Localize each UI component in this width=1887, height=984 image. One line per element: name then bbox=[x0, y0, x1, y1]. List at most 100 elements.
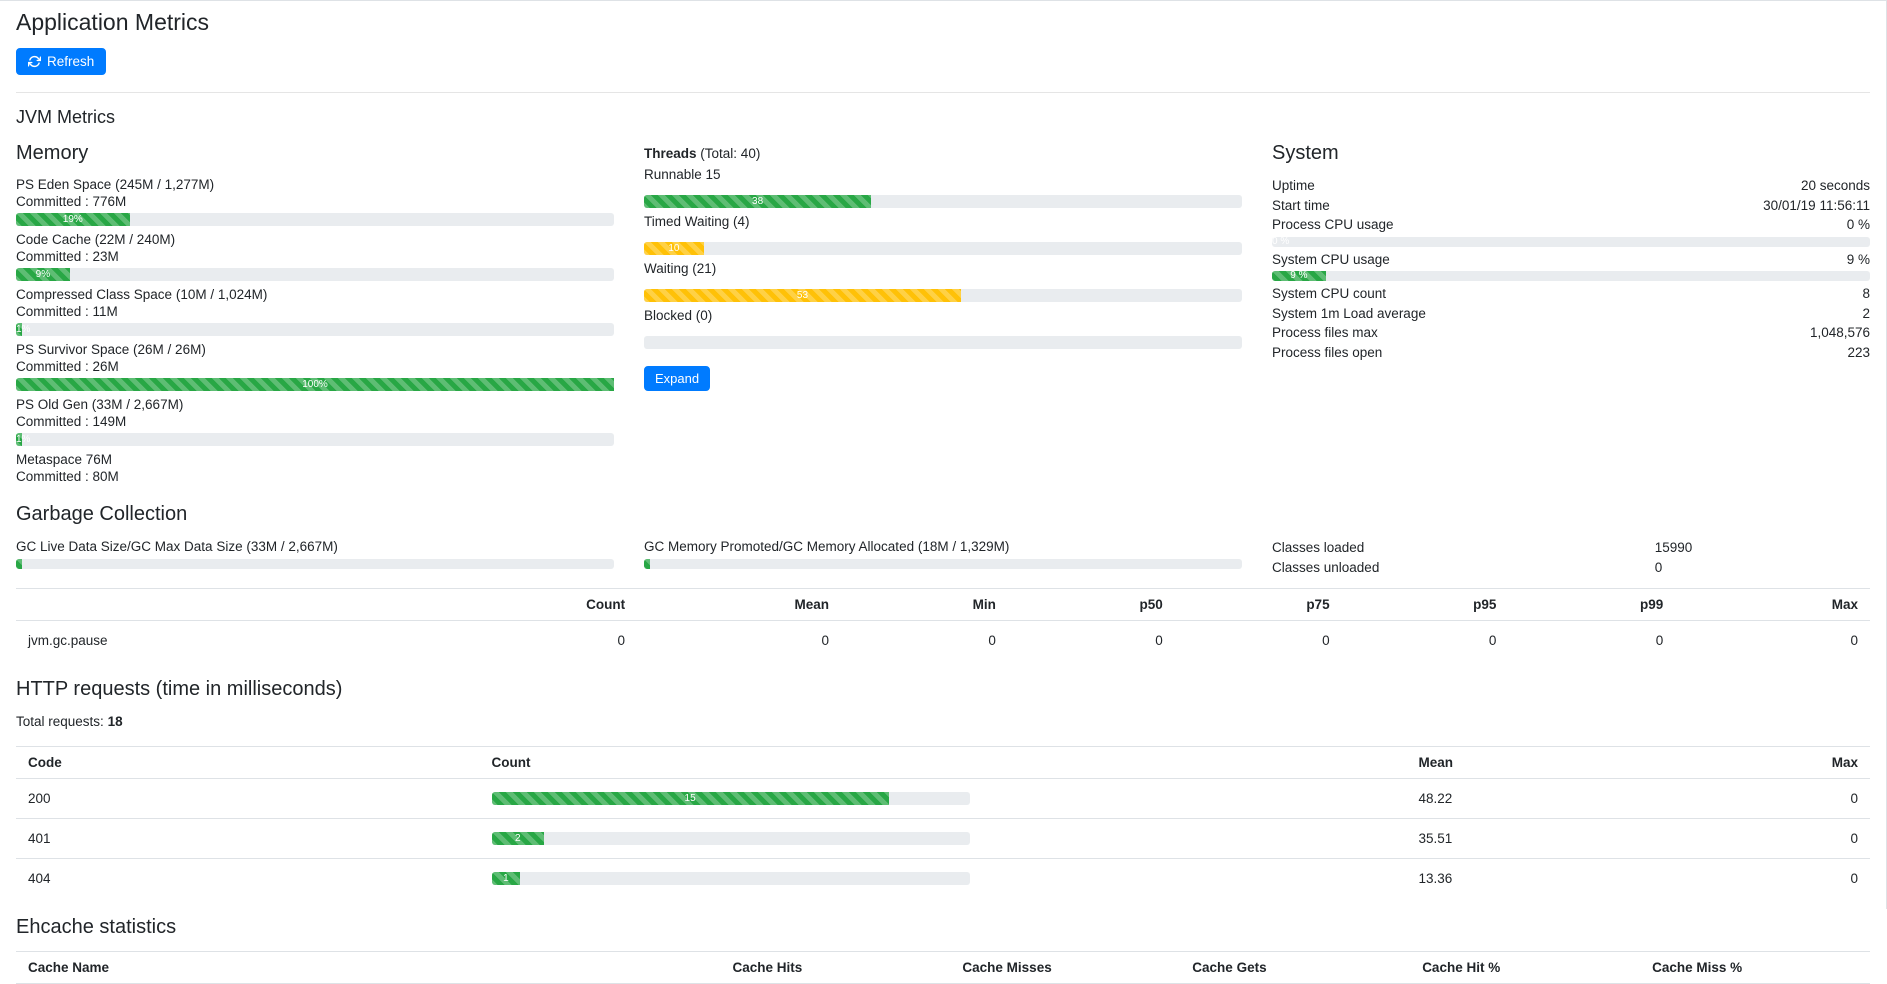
thread-progress-bar bbox=[644, 336, 1242, 349]
threads-heading: Threads (Total: 40) bbox=[644, 145, 1242, 162]
http-max: 0 bbox=[1684, 858, 1870, 898]
gc-metric-name: jvm.gc.pause bbox=[16, 620, 443, 660]
system-row-value: 30/01/19 11:56:11 bbox=[1763, 197, 1870, 213]
system-row-label: System 1m Load average bbox=[1272, 305, 1426, 321]
gc-table-row: jvm.gc.pause 0 0 0 0 0 0 0 0 bbox=[16, 620, 1870, 660]
gc-progress-bar bbox=[16, 559, 614, 569]
system-section: System Uptime 20 seconds Start time 30/0… bbox=[1272, 142, 1870, 362]
memory-item-label: PS Old Gen (33M / 2,667M) bbox=[16, 397, 184, 412]
http-mean: 13.36 bbox=[1406, 858, 1685, 898]
gc-bar-label: GC Memory Promoted/GC Memory Allocated (… bbox=[644, 539, 1010, 554]
memory-item-committed: Committed : 149M bbox=[16, 414, 127, 429]
thread-item-label: Blocked (0) bbox=[644, 308, 713, 323]
system-row-label: Start time bbox=[1272, 197, 1330, 213]
jvm-metrics-row: Memory PS Eden Space (245M / 1,277M) Com… bbox=[16, 142, 1870, 485]
http-max: 0 bbox=[1684, 818, 1870, 859]
gc-metric-p99: 0 bbox=[1508, 620, 1676, 660]
refresh-button[interactable]: Refresh bbox=[16, 48, 107, 75]
gc-metric-p50: 0 bbox=[1007, 620, 1175, 660]
progress-value: 1% bbox=[16, 433, 31, 445]
classes-loaded-row: Classes loaded 15990 bbox=[1272, 538, 1870, 558]
progress-value: 38 bbox=[752, 195, 764, 207]
gc-heading: Garbage Collection bbox=[16, 503, 188, 525]
gc-progress-bar bbox=[644, 559, 1242, 569]
cache-col-hits: Cache Hits bbox=[720, 951, 951, 984]
system-row-value: 0 % bbox=[1846, 217, 1870, 232]
expand-button[interactable]: Expand bbox=[644, 366, 711, 391]
classes-loaded-value: 15990 bbox=[1654, 540, 1693, 555]
gc-row: GC Live Data Size/GC Max Data Size (33M … bbox=[16, 538, 1870, 578]
thread-progress-bar: 10 bbox=[644, 242, 1242, 255]
classes-unloaded-row: Classes unloaded 0 bbox=[1272, 558, 1870, 578]
memory-item-label: Metaspace 76M bbox=[16, 452, 113, 467]
thread-item: Waiting (21) 53 bbox=[644, 260, 1242, 302]
memory-item: Metaspace 76M Committed : 80M bbox=[16, 451, 614, 485]
memory-item-label: PS Eden Space (245M / 1,277M) bbox=[16, 177, 215, 192]
thread-item-label: Runnable 15 bbox=[644, 167, 721, 182]
memory-item-committed: Committed : 776M bbox=[16, 194, 127, 209]
progress-value: 1% bbox=[16, 323, 31, 335]
http-code: 401 bbox=[16, 818, 480, 859]
http-col-mean: Mean bbox=[1406, 746, 1685, 779]
gc-metric-mean: 0 bbox=[637, 620, 841, 660]
thread-item: Timed Waiting (4) 10 bbox=[644, 213, 1242, 255]
memory-item-label: PS Survivor Space (26M / 26M) bbox=[16, 342, 206, 357]
system-cpu-progress-bar: 9 % bbox=[1272, 271, 1870, 281]
cache-col-gets: Cache Gets bbox=[1180, 951, 1411, 984]
http-col-code: Code bbox=[16, 746, 480, 779]
page-title: Application Metrics bbox=[16, 9, 210, 35]
system-row: Process files open 223 bbox=[1272, 343, 1870, 363]
thread-item-label: Timed Waiting (4) bbox=[644, 214, 750, 229]
http-requests-heading: HTTP requests (time in milliseconds) bbox=[16, 678, 343, 700]
thread-item: Blocked (0) bbox=[644, 307, 1242, 349]
progress-value: 0 % bbox=[1272, 235, 1290, 247]
ehcache-heading: Ehcache statistics bbox=[16, 916, 177, 938]
progress-value: 9% bbox=[35, 268, 51, 280]
http-count-progress-bar: 2 bbox=[491, 832, 971, 845]
refresh-button-label: Refresh bbox=[47, 54, 95, 69]
memory-progress-bar: 1% bbox=[16, 323, 614, 336]
memory-item-label: Code Cache (22M / 240M) bbox=[16, 232, 176, 247]
thread-progress-bar: 53 bbox=[644, 289, 1242, 302]
classes-loaded-label: Classes loaded bbox=[1272, 540, 1365, 555]
system-row: Start time 30/01/19 11:56:11 bbox=[1272, 196, 1870, 216]
thread-item: Runnable 15 38 bbox=[644, 166, 1242, 208]
process-cpu-progress-bar: 0 % bbox=[1272, 235, 1870, 247]
cache-col-misses: Cache Misses bbox=[950, 951, 1181, 984]
http-count-progress-bar: 1 bbox=[491, 872, 971, 885]
progress-value: 2 bbox=[515, 832, 521, 844]
gc-table-header-row: Count Mean Min p50 p75 p95 p99 Max bbox=[16, 588, 1870, 621]
system-row: System CPU count 8 bbox=[1272, 284, 1870, 304]
threads-heading-label: Threads bbox=[644, 146, 697, 161]
memory-progress-bar: 19% bbox=[16, 213, 614, 226]
memory-progress-bar: 100% bbox=[16, 378, 614, 391]
gc-col-p99: p99 bbox=[1508, 588, 1676, 621]
http-table-header-row: Code Count Mean Max bbox=[16, 746, 1870, 779]
memory-item-committed: Committed : 23M bbox=[16, 249, 119, 264]
memory-progress-bar: 1% bbox=[16, 433, 614, 446]
gc-col-mean: Mean bbox=[637, 588, 841, 621]
ehcache-table: Cache Name Cache Hits Cache Misses Cache… bbox=[16, 951, 1870, 984]
progress-value: 9 % bbox=[1290, 270, 1308, 281]
gc-memory-section: GC Memory Promoted/GC Memory Allocated (… bbox=[644, 538, 1242, 569]
http-requests-table: Code Count Mean Max 200 15 48.22 0 401 bbox=[16, 746, 1870, 898]
memory-item-label: Compressed Class Space (10M / 1,024M) bbox=[16, 287, 268, 302]
system-row: Process files max 1,048,576 bbox=[1272, 323, 1870, 343]
progress-value: 19% bbox=[62, 213, 83, 225]
http-table-row: 401 2 35.51 0 bbox=[16, 818, 1870, 859]
system-row-value: 1,048,576 bbox=[1809, 325, 1870, 340]
threads-section: Threads (Total: 40) Runnable 15 38 Timed… bbox=[644, 142, 1242, 391]
memory-item: PS Survivor Space (26M / 26M) Committed … bbox=[16, 341, 614, 391]
gc-live-data-section: GC Live Data Size/GC Max Data Size (33M … bbox=[16, 538, 614, 569]
system-row-label: System CPU count bbox=[1272, 286, 1387, 301]
gc-classes-section: Classes loaded 15990 Classes unloaded 0 bbox=[1272, 538, 1870, 578]
http-col-count: Count bbox=[479, 746, 1407, 779]
memory-section: Memory PS Eden Space (245M / 1,277M) Com… bbox=[16, 142, 614, 485]
gc-col-count: Count bbox=[442, 588, 638, 621]
http-mean: 48.22 bbox=[1406, 778, 1685, 819]
gc-metric-min: 0 bbox=[841, 620, 1008, 660]
system-row-value: 9 % bbox=[1846, 251, 1870, 267]
system-row: System CPU usage 9 % bbox=[1272, 250, 1870, 270]
progress-value: 53 bbox=[796, 289, 809, 301]
http-table-row: 404 1 13.36 0 bbox=[16, 858, 1870, 898]
